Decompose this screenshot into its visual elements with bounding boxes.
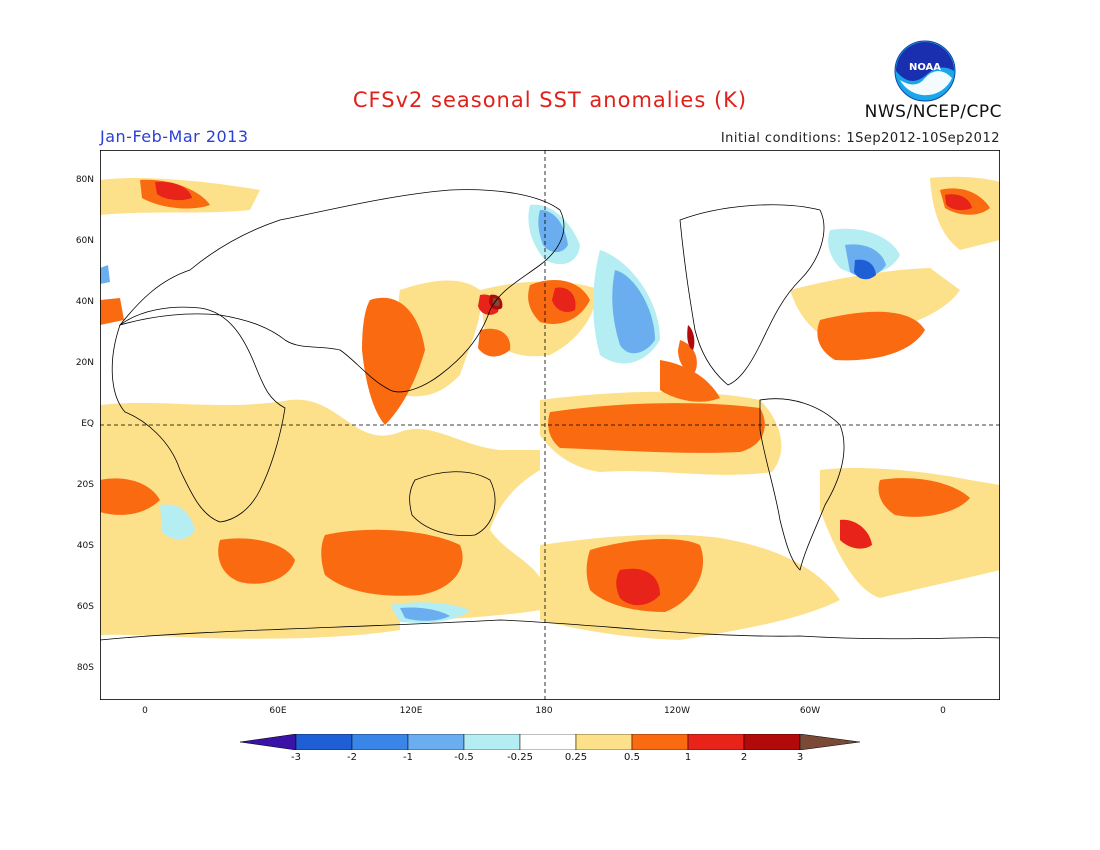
colorbar-label-3: 3 [796, 752, 804, 763]
reference-lines [100, 150, 1000, 700]
colorbar-segment-neg3-neg2 [295, 734, 353, 750]
colorbar-segment-05-1 [631, 734, 689, 750]
colorbar-segment-025-05 [575, 734, 633, 750]
lat-label-40n: 40N [75, 297, 94, 307]
colorbar-segment-gt-3 [799, 734, 860, 750]
lon-label-180: 180 [535, 706, 553, 716]
lat-label-80s: 80S [76, 663, 94, 673]
colorbar-segment-neg025-025 [519, 734, 577, 750]
forecast-period: Jan-Feb-Mar 2013 [100, 127, 249, 146]
organization-label: NWS/NCEP/CPC [864, 102, 1002, 122]
lon-label-0: 0 [142, 706, 148, 716]
map-title: CFSv2 seasonal SST anomalies (K) [352, 88, 748, 112]
noaa-logo-text: NOAA [909, 62, 941, 73]
lat-label-60n: 60N [75, 236, 94, 246]
colorbar-label-1: 1 [684, 752, 692, 763]
lat-label-20n: 20N [75, 358, 94, 368]
colorbar-label-neg1: -1 [403, 752, 413, 763]
lat-label-60s: 60S [76, 602, 94, 612]
colorbar-label-2: 2 [740, 752, 748, 763]
lon-label-120w: 120W [663, 706, 691, 716]
lat-label-40s: 40S [76, 541, 94, 551]
colorbar-label-neg05: -0.5 [454, 752, 474, 763]
sst-anomaly-map [99, 149, 1001, 701]
colorbar [240, 734, 860, 750]
colorbar-segment-neg1-neg05 [407, 734, 465, 750]
lon-label-0-east: 0 [940, 706, 946, 716]
coastlines [99, 189, 1001, 641]
colorbar-segment-neg2-neg1 [351, 734, 409, 750]
lon-label-60e: 60E [269, 706, 287, 716]
colorbar-label-05: 0.5 [624, 752, 640, 763]
colorbar-segment-1-2 [687, 734, 745, 750]
colorbar-label-neg3: -3 [291, 752, 301, 763]
lon-label-60w: 60W [799, 706, 821, 716]
colorbar-label-025: 0.25 [564, 752, 588, 763]
anomaly-field [100, 176, 1000, 640]
colorbar-segment-neg05-neg025 [463, 734, 521, 750]
lat-label-20s: 20S [76, 480, 94, 490]
map-canvas [99, 149, 1001, 701]
colorbar-segment-lt-neg3 [240, 734, 297, 750]
lon-label-120e: 120E [399, 706, 423, 716]
noaa-logo-icon: NOAA [894, 40, 956, 102]
initial-conditions: Initial conditions: 1Sep2012-10Sep2012 [720, 131, 1000, 146]
colorbar-segment-2-3 [743, 734, 801, 750]
lat-label-80n: 80N [75, 175, 94, 185]
colorbar-label-neg025: -0.25 [507, 752, 533, 763]
colorbar-label-neg2: -2 [347, 752, 357, 763]
lat-label-eq: EQ [81, 419, 94, 429]
